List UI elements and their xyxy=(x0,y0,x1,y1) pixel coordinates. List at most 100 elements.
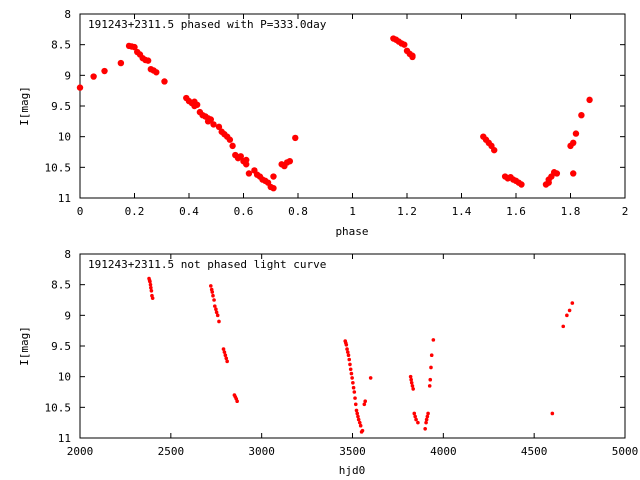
data-point xyxy=(215,313,220,318)
y-tick-label: 8 xyxy=(64,248,71,261)
x-tick-label: 0.8 xyxy=(288,205,308,218)
phased-y-axis-label: I[mag] xyxy=(18,86,31,126)
data-point xyxy=(210,290,215,294)
unphased-x-axis-label: hjd0 xyxy=(339,464,366,477)
data-point xyxy=(565,313,569,318)
data-point xyxy=(229,142,236,150)
x-tick-label: 1.6 xyxy=(506,205,526,218)
x-tick-label: 4500 xyxy=(521,445,548,458)
data-point xyxy=(353,402,358,407)
data-point xyxy=(351,385,356,390)
data-point xyxy=(345,350,350,354)
data-point xyxy=(414,417,418,422)
data-point xyxy=(410,384,415,388)
x-tick-label: 5000 xyxy=(612,445,639,458)
data-point xyxy=(346,353,351,358)
data-point xyxy=(550,411,555,416)
data-point xyxy=(217,319,221,324)
data-point xyxy=(354,408,359,413)
data-point xyxy=(270,173,277,180)
unphased-x-ticks: 2000 2500 3000 3500 4000 4500 5000 xyxy=(67,254,639,458)
data-point xyxy=(286,158,294,165)
data-point xyxy=(428,377,433,382)
data-point xyxy=(210,121,217,128)
data-point xyxy=(215,123,223,131)
data-point xyxy=(235,399,239,404)
data-point xyxy=(222,350,227,354)
x-tick-label: 3500 xyxy=(339,445,366,458)
data-point xyxy=(426,411,430,416)
x-tick-label: 1.8 xyxy=(561,205,581,218)
data-point xyxy=(409,53,416,61)
data-point xyxy=(408,374,413,379)
data-point xyxy=(270,184,277,192)
unphased-y-axis-label: I[mag] xyxy=(18,326,31,366)
data-point xyxy=(578,112,585,119)
data-point xyxy=(348,362,352,367)
data-point xyxy=(344,342,349,347)
data-point xyxy=(101,67,108,75)
data-point xyxy=(429,365,433,370)
data-point xyxy=(76,84,84,91)
data-point xyxy=(345,347,349,351)
data-point xyxy=(223,353,228,358)
data-point xyxy=(561,324,566,329)
y-tick-label: 8.5 xyxy=(51,279,71,292)
data-point xyxy=(351,381,355,385)
y-tick-label: 11 xyxy=(58,432,71,445)
y-tick-label: 9.5 xyxy=(51,100,71,113)
data-point xyxy=(553,170,561,177)
data-point xyxy=(193,101,201,108)
y-tick-label: 9 xyxy=(64,309,71,322)
data-point xyxy=(214,307,218,312)
data-point xyxy=(411,387,415,391)
data-point xyxy=(150,296,155,300)
y-tick-label: 9 xyxy=(64,69,71,82)
x-tick-label: 2500 xyxy=(158,445,185,458)
data-point xyxy=(360,428,365,433)
data-point xyxy=(424,417,429,422)
data-point xyxy=(348,367,353,372)
unphased-chart-title: 191243+2311.5 not phased light curve xyxy=(88,258,326,271)
data-point xyxy=(212,304,217,308)
data-point xyxy=(356,414,360,419)
data-point xyxy=(209,284,213,288)
data-point xyxy=(226,136,234,143)
data-point xyxy=(358,423,363,428)
data-point xyxy=(357,420,362,425)
data-point xyxy=(401,41,408,48)
data-point xyxy=(214,310,219,315)
phased-y-ticks: 8 8.5 9 9.5 10 10.5 11 xyxy=(45,8,625,205)
y-tick-label: 10.5 xyxy=(45,401,72,414)
data-point xyxy=(363,399,368,404)
data-point xyxy=(412,411,417,416)
phased-x-axis-label: phase xyxy=(335,225,368,238)
data-point xyxy=(347,357,352,362)
data-point xyxy=(355,411,360,416)
data-point xyxy=(586,96,593,104)
unphased-data-points xyxy=(147,276,575,434)
unphased-chart: 191243+2311.5 not phased light curve hjd… xyxy=(18,248,638,477)
data-point xyxy=(148,279,152,284)
x-tick-label: 0.2 xyxy=(125,205,145,218)
y-tick-label: 9.5 xyxy=(51,340,71,353)
data-point xyxy=(352,390,357,394)
data-point xyxy=(356,417,361,422)
data-point xyxy=(570,139,577,146)
data-point xyxy=(427,384,432,388)
data-point xyxy=(207,116,214,123)
phased-chart: 191243+2311.5 phased with P=333.0day pha… xyxy=(18,8,628,238)
data-point xyxy=(243,161,250,168)
y-tick-label: 10 xyxy=(58,131,71,144)
data-point xyxy=(161,78,168,85)
y-tick-label: 10 xyxy=(58,371,71,384)
x-tick-label: 0 xyxy=(77,205,84,218)
data-point xyxy=(90,73,97,80)
data-point xyxy=(237,153,244,160)
phased-x-ticks: 0 0.2 0.4 0.6 0.8 1 1.2 1.4 1.6 1.8 2 xyxy=(77,14,629,218)
phased-data-points xyxy=(76,35,593,192)
data-point xyxy=(292,134,299,142)
x-tick-label: 2 xyxy=(622,205,629,218)
y-tick-label: 8 xyxy=(64,8,71,21)
